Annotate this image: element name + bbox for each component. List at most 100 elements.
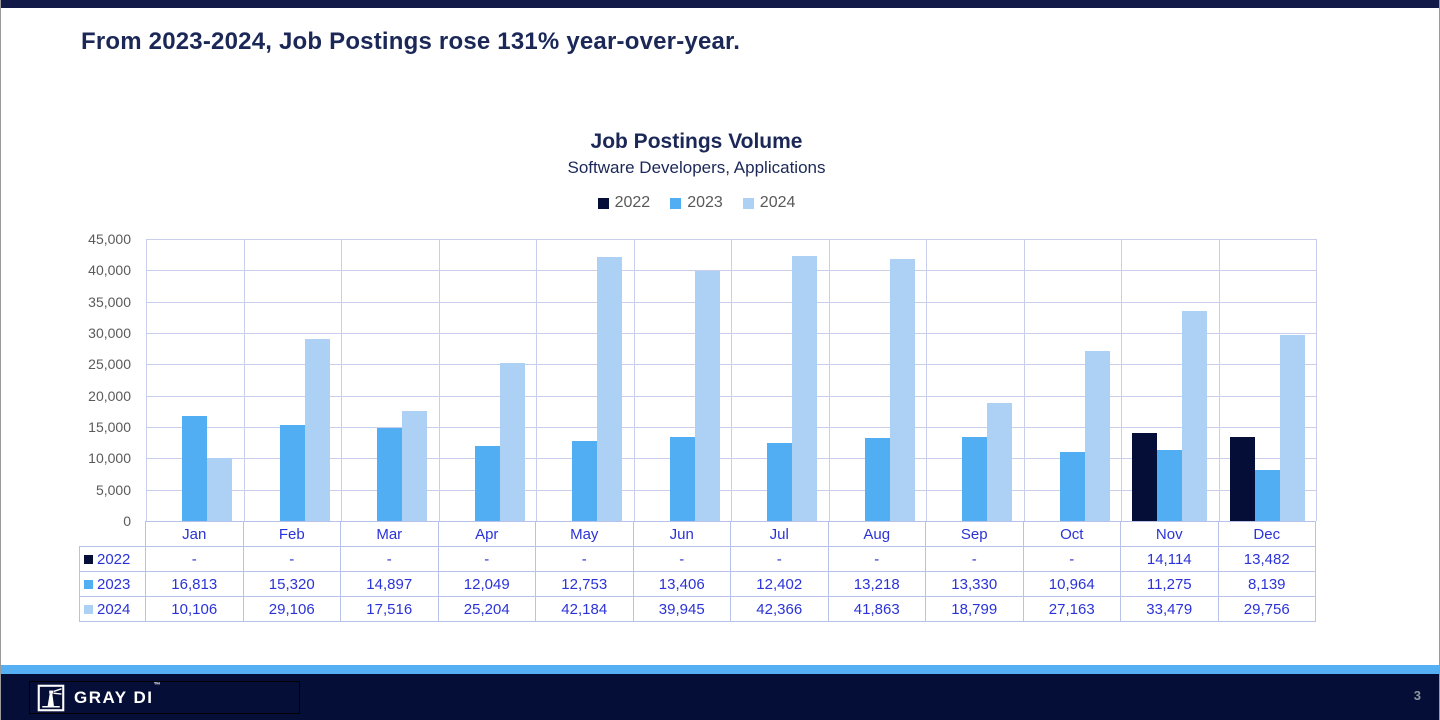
gridline-vertical [926,239,927,521]
table-cell-2022-May: - [536,547,634,572]
table-cell-2023-Jul: 12,402 [731,572,829,597]
bar-2023-Apr [474,445,500,521]
headline: From 2023-2024, Job Postings rose 131% y… [81,28,741,55]
bar-2022-Nov [1132,432,1158,521]
bar-2023-Feb [279,425,305,521]
footer-accent-stripe [1,665,1439,674]
table-row-swatch-2023 [84,579,93,589]
data-table: Jan Feb Mar Apr May Jun Jul Aug Sep Oct Nov Dec 2022… [79,521,1316,622]
bar-2024-Apr [499,363,525,521]
table-row-year: 2023 [97,575,131,593]
legend-label-2023: 2023 [687,194,723,211]
bar-2022-Dec [1229,436,1255,521]
y-axis-tick-label: 35,000 [88,293,131,310]
bar-2023-Aug [864,438,890,521]
table-header-Apr: Apr [438,521,536,547]
brand-name: GRAY DI™ [74,681,162,707]
chart-title: Job Postings Volume [590,130,803,153]
y-axis-tick-label: 20,000 [88,387,131,404]
table-cell-2023-May: 12,753 [536,572,634,597]
y-axis-tick-label: 5,000 [95,481,131,498]
bar-2023-Oct [1059,452,1085,521]
y-axis-tick-label: 15,000 [88,419,131,435]
table-cell-2024-Nov: 33,479 [1121,597,1219,622]
table-cell-2022-Apr: - [438,547,536,572]
bar-2024-Feb [304,338,330,521]
bar-2023-Nov [1157,450,1183,521]
bar-2023-Jan [182,415,208,521]
table-cell-2022-Jul: - [731,547,829,572]
table-row-swatch-2022 [84,554,93,564]
plot-area: 0 5,000 10,000 15,000 20,000 25,000 30,000 35,0… [88,231,1317,529]
legend-label-2022: 2022 [614,194,651,211]
table-cell-2023-Jun: 13,406 [633,572,731,597]
table-cell-2023-Apr: 12,049 [438,572,536,597]
y-axis-tick-label: 10,000 [88,450,131,467]
table-cell-2023-Jan: 16,813 [146,572,244,597]
legend-label-2024: 2024 [759,194,796,211]
table-cell-2024-May: 42,184 [536,597,634,622]
gridline-vertical [243,239,245,521]
bar-2024-Oct [1084,350,1110,521]
gridline-vertical [146,239,147,521]
legend-swatch-2024 [742,197,754,209]
table-cell-2022-Oct: - [1023,547,1121,572]
table-cell-2024-Jan: 10,106 [146,597,244,622]
table-cell-2024-Mar: 17,516 [341,597,439,622]
y-axis-tick-label: 0 [123,513,131,529]
table-cell-2024-Aug: 41,863 [828,597,926,622]
page-number: 3 [1413,688,1421,703]
bar-2023-Sep [962,437,988,521]
table-header-Jun: Jun [633,521,731,547]
table-cell-2022-Feb: - [243,547,341,572]
gridline-vertical [731,239,732,521]
bar-2024-May [597,256,623,521]
legend-swatch-2022 [597,197,609,209]
table-cell-2022-Jan: - [146,547,244,572]
table-cell-2023-Aug: 13,218 [828,572,926,597]
table-row-year: 2024 [97,600,131,618]
table-cell-2022-Mar: - [341,547,439,572]
table-header-Oct: Oct [1023,521,1121,547]
bar-2024-Aug [889,258,915,521]
table-cell-2022-Aug: - [828,547,926,572]
table-cell-2023-Mar: 14,897 [341,572,439,597]
table-cell-2023-Oct: 10,964 [1023,572,1121,597]
lighthouse-icon [37,684,65,712]
legend-item-2024: 2024 [742,194,796,212]
table-row-label-2024: 2024 [79,597,146,622]
gridline-vertical [1316,239,1317,521]
table-header-Nov: Nov [1121,521,1219,547]
table-cell-2024-Sep: 18,799 [926,597,1024,622]
bar-2023-Jul [767,443,793,521]
gridline-vertical [1218,239,1220,521]
bar-2024-Sep [987,403,1013,521]
table-cell-2022-Nov: 14,114 [1121,547,1219,572]
chart: Job Postings Volume Software Developers,… [76,130,1317,630]
table-cell-2024-Dec: 29,756 [1218,597,1316,622]
table-cell-2023-Sep: 13,330 [926,572,1024,597]
y-axis-tick-label: 25,000 [88,356,131,373]
bar-2024-Jun [694,270,720,521]
table-header-Aug: Aug [828,521,926,547]
table-cell-2024-Oct: 27,163 [1023,597,1121,622]
bar-2023-Dec [1254,470,1280,521]
chart-subtitle: Software Developers, Applications [567,158,826,177]
table-cell-2024-Apr: 25,204 [438,597,536,622]
bar-2024-Jan [207,457,233,521]
bar-2023-Mar [377,427,403,521]
top-accent-bar [1,0,1439,8]
bar-2024-Mar [402,411,428,521]
table-cell-2024-Feb: 29,106 [243,597,341,622]
table-cell-2022-Dec: 13,482 [1218,547,1316,572]
legend-swatch-2023 [670,197,682,209]
bar-2024-Nov [1182,311,1208,521]
table-header-Jul: Jul [731,521,829,547]
table-cell-2023-Feb: 15,320 [243,572,341,597]
table-row-label-2022: 2022 [79,547,146,572]
table-header-May: May [536,521,634,547]
trademark-symbol: ™ [153,681,162,689]
table-cell-2023-Dec: 8,139 [1218,572,1316,597]
legend-item-2022: 2022 [597,194,651,212]
